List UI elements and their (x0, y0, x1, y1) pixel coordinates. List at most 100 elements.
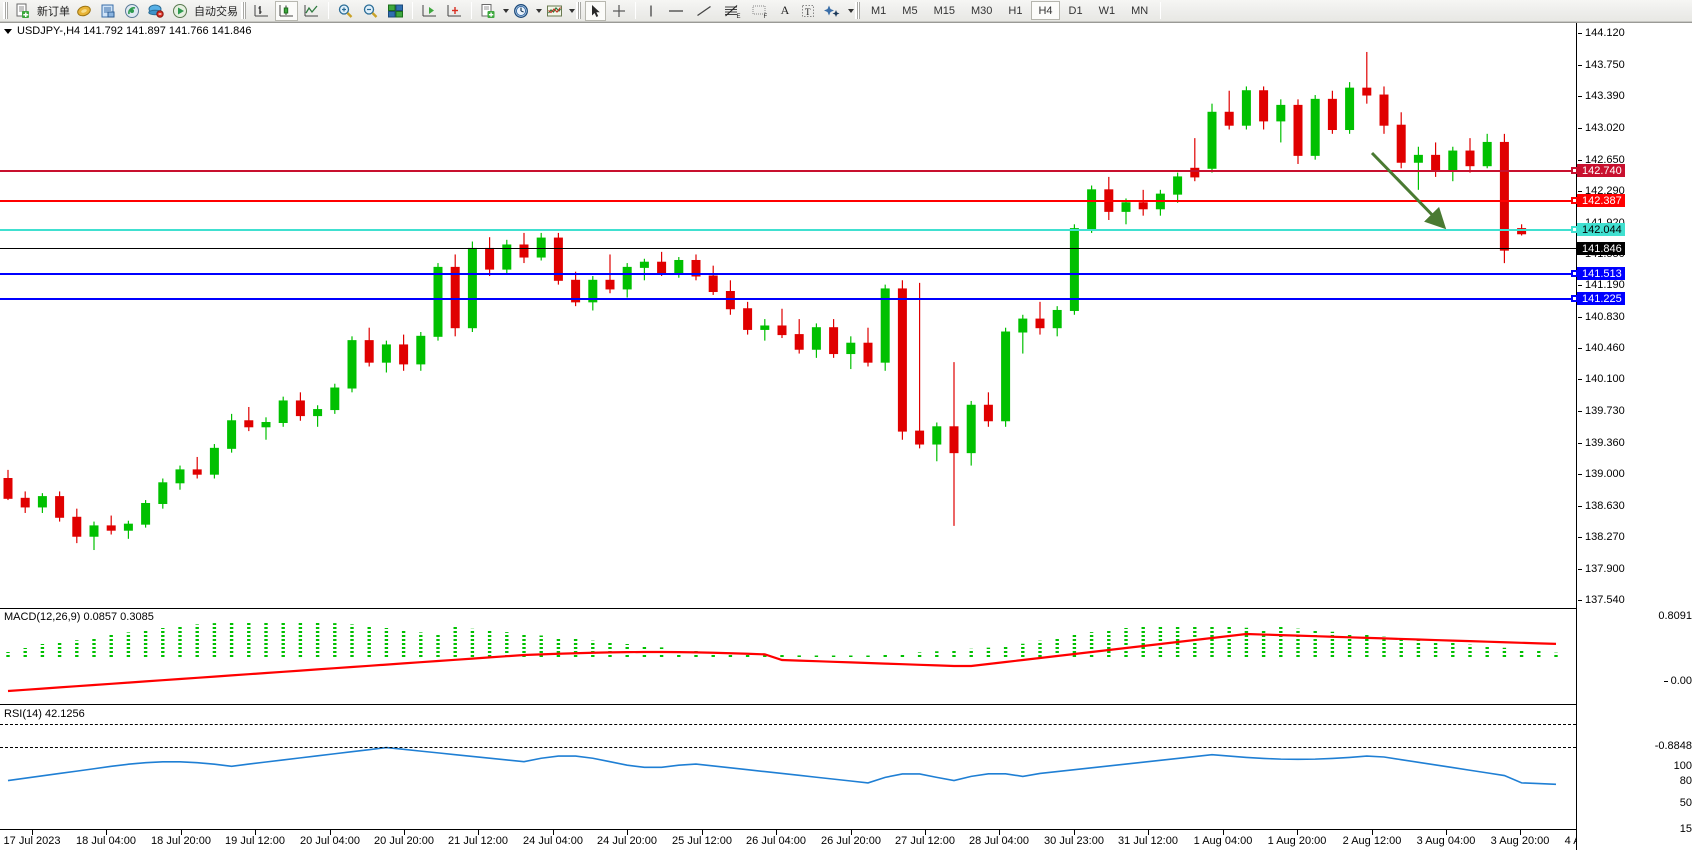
candlestick-chart-icon[interactable] (275, 0, 298, 21)
templates-icon[interactable] (477, 1, 500, 21)
price-tick: 142.650 (1577, 154, 1692, 166)
price-level-badge-support-1[interactable]: 141.513 (1571, 267, 1625, 280)
zoom-out-icon[interactable] (359, 1, 382, 21)
price-tick: 139.000 (1577, 468, 1692, 480)
period-dropdown-caret[interactable] (536, 8, 542, 13)
vertical-line-icon[interactable] (641, 1, 661, 21)
cursor-icon[interactable] (585, 0, 606, 21)
price-tick: 141.190 (1577, 279, 1692, 291)
rsi-tick-label: 15 (1679, 823, 1692, 835)
chart-collapse-icon[interactable] (4, 28, 12, 34)
bar-chart-icon[interactable] (250, 1, 273, 21)
candle-body (399, 344, 409, 365)
price-tick-label: 139.000 (1585, 468, 1625, 481)
price-tick-label: 138.630 (1585, 500, 1625, 513)
time-axis[interactable]: 17 Jul 2023 18 Jul 04:00 18 Jul 20:00 19 Ju… (0, 829, 1623, 850)
candle-body (657, 261, 667, 274)
line-chart-icon[interactable] (300, 1, 323, 21)
candle-body (1482, 141, 1492, 167)
trendline-icon[interactable] (691, 1, 717, 21)
level-line-support-1[interactable] (0, 273, 1576, 275)
timeframe-h1[interactable]: H1 (1008, 4, 1023, 17)
auto-scroll-icon[interactable] (443, 1, 466, 21)
rsi-tick: 80 (1676, 775, 1692, 787)
crosshair-icon[interactable] (608, 1, 630, 21)
timeframe-m5[interactable]: M5 (902, 4, 918, 17)
timeframe-m1[interactable]: M1 (871, 4, 887, 17)
candle-body (1052, 309, 1062, 329)
candle-body (949, 426, 959, 454)
price-tick: 142.290 (1577, 185, 1692, 197)
price-tick: 143.750 (1577, 59, 1692, 71)
time-tick-label: 1 Aug 04:00 (1193, 835, 1253, 847)
price-level-badge-resistance-2[interactable]: 142.387 (1571, 194, 1625, 207)
timeframe-m30[interactable]: M30 (970, 4, 993, 17)
chart-window[interactable]: USDJPY-,H4 141.792 141.897 141.766 141.8… (0, 22, 1692, 850)
price-tick-label: 137.900 (1585, 562, 1625, 575)
expert-advisor-icon[interactable] (145, 1, 167, 21)
tile-windows-icon[interactable] (384, 1, 407, 21)
history-icon[interactable] (73, 1, 95, 21)
indicators-dropdown-caret[interactable] (569, 8, 575, 13)
time-tick-mark (1297, 830, 1298, 835)
auto-trading-label[interactable]: 自动交易 (194, 5, 238, 18)
timeframe-h4[interactable]: H4 (1031, 1, 1060, 20)
indicators-icon[interactable] (543, 1, 566, 21)
new-order-button[interactable] (12, 1, 34, 21)
new-order-label[interactable]: 新订单 (37, 5, 70, 18)
level-line-support-2[interactable] (0, 298, 1576, 300)
price-level-badge-pivot-cyan[interactable]: 142.044 (1571, 223, 1625, 236)
auto-trading-icon[interactable] (169, 1, 191, 21)
chart-plot-area[interactable]: USDJPY-,H4 141.792 141.897 141.766 141.8… (0, 23, 1576, 850)
price-level-value: 142.044 (1582, 223, 1622, 236)
timeframe-m15[interactable]: M15 (933, 4, 955, 17)
price-level-badge-current-price[interactable]: 141.846 (1577, 242, 1625, 255)
shapes-icon[interactable] (821, 1, 845, 21)
news-icon[interactable] (97, 1, 119, 21)
zoom-in-icon[interactable] (334, 1, 357, 21)
fibonacci-icon[interactable]: E (719, 1, 745, 21)
period-icon[interactable] (510, 1, 533, 21)
signal-icon[interactable] (121, 1, 143, 21)
level-handle-icon[interactable] (1571, 197, 1578, 204)
text-icon[interactable]: T (797, 1, 819, 21)
level-handle-icon[interactable] (1571, 270, 1578, 277)
toolbar-grip[interactable] (3, 2, 8, 19)
level-line-resistance-2[interactable] (0, 200, 1576, 202)
text-label-icon[interactable]: A (780, 3, 790, 17)
timeframe-d1[interactable]: D1 (1068, 4, 1083, 17)
price-axis[interactable]: 144.120 143.750 143.390 143.020 142.650 142.2… (1571, 23, 1692, 850)
timeframe-w1[interactable]: W1 (1098, 4, 1116, 17)
level-line-pivot-cyan[interactable] (0, 229, 1576, 231)
chart-header: USDJPY-,H4 141.792 141.897 141.766 141.8… (0, 23, 251, 39)
bearish-arrow-annotation[interactable] (1350, 135, 1470, 245)
price-tick: 137.900 (1577, 563, 1692, 575)
candle-body (588, 279, 598, 303)
chart-shift-icon[interactable] (418, 1, 441, 21)
price-level-value: 141.225 (1582, 292, 1622, 305)
templates-dropdown-caret[interactable] (503, 8, 509, 13)
level-line-current-price (0, 248, 1576, 249)
candle-body (1001, 331, 1011, 422)
macd-tick: 0.8091 (1654, 610, 1692, 622)
toolbar-grip-4[interactable] (855, 2, 860, 19)
timeframe-mn[interactable]: MN (1131, 4, 1149, 17)
level-handle-icon[interactable] (1571, 226, 1578, 233)
shapes-dropdown-caret[interactable] (848, 8, 854, 13)
level-handle-icon[interactable] (1571, 167, 1578, 174)
candle-body (983, 404, 993, 422)
channel-icon[interactable]: F (747, 1, 773, 21)
toolbar-grip-3[interactable] (576, 2, 581, 19)
price-tick-label: 143.020 (1585, 121, 1625, 134)
candle-body (55, 496, 65, 518)
candle-body (467, 247, 477, 329)
level-handle-icon[interactable] (1571, 295, 1578, 302)
level-line-resistance-1[interactable] (0, 170, 1576, 172)
price-tick-label: 140.100 (1585, 373, 1625, 386)
horizontal-line-icon[interactable] (663, 1, 689, 21)
macd-label: MACD(12,26,9) 0.0857 0.3085 (4, 611, 154, 623)
price-level-badge-support-2[interactable]: 141.225 (1571, 292, 1625, 305)
toolbar-grip-2[interactable] (241, 2, 246, 19)
price-level-badge-resistance-1[interactable]: 142.740 (1571, 164, 1625, 177)
price-tick: 139.360 (1577, 437, 1692, 449)
